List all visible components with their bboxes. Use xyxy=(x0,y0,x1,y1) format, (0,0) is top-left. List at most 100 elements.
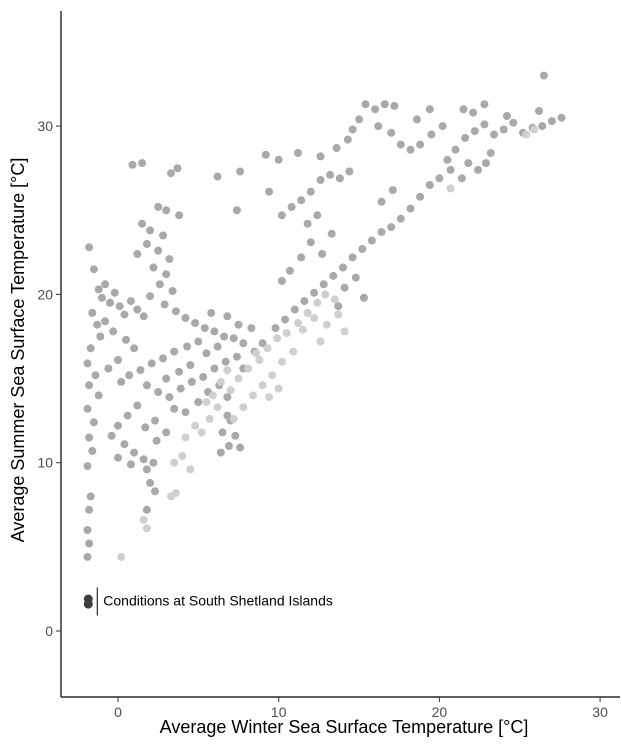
data-point xyxy=(202,398,211,407)
data-point xyxy=(142,239,151,248)
data-point xyxy=(149,458,158,467)
data-point xyxy=(160,300,169,309)
data-point xyxy=(149,263,158,272)
data-point xyxy=(451,145,460,154)
data-point xyxy=(154,202,163,211)
data-point xyxy=(213,342,222,351)
data-point xyxy=(130,448,139,457)
data-point xyxy=(136,366,145,375)
data-point xyxy=(327,229,336,238)
data-point xyxy=(162,206,171,215)
data-point xyxy=(446,184,455,193)
data-point xyxy=(139,515,148,524)
data-point xyxy=(142,505,151,514)
data-point xyxy=(396,214,405,223)
data-point xyxy=(199,372,208,381)
data-point xyxy=(459,105,468,114)
data-point xyxy=(265,187,274,196)
data-point xyxy=(236,443,245,452)
data-point xyxy=(104,364,113,373)
data-point xyxy=(274,155,283,164)
data-point xyxy=(236,167,245,176)
data-point xyxy=(229,414,238,423)
data-point xyxy=(142,465,151,474)
data-point xyxy=(106,298,114,307)
data-point xyxy=(316,152,325,161)
data-point xyxy=(470,127,479,136)
data-point xyxy=(297,196,306,205)
data-point xyxy=(110,288,119,297)
data-point xyxy=(117,552,126,561)
data-point xyxy=(281,315,290,324)
data-point xyxy=(310,288,319,297)
data-point xyxy=(261,150,270,159)
data-point xyxy=(152,436,161,445)
data-point xyxy=(101,317,110,326)
data-point xyxy=(294,319,302,327)
data-point xyxy=(128,160,137,169)
data-point xyxy=(94,391,103,400)
data-point xyxy=(139,312,148,321)
data-point xyxy=(271,324,280,333)
annotation-point xyxy=(83,594,93,604)
data-point xyxy=(162,270,171,279)
data-point xyxy=(194,337,203,346)
data-point xyxy=(435,174,444,183)
data-point xyxy=(147,359,156,368)
data-point xyxy=(306,238,315,247)
data-point xyxy=(186,465,195,474)
data-point xyxy=(530,125,539,134)
data-point xyxy=(390,101,399,110)
data-point xyxy=(200,324,209,333)
data-point xyxy=(371,105,380,114)
data-point xyxy=(187,377,196,386)
data-point xyxy=(181,408,190,417)
data-point xyxy=(318,250,327,258)
data-point xyxy=(358,245,367,253)
data-point xyxy=(502,112,511,120)
data-point xyxy=(446,165,455,174)
data-point xyxy=(197,428,206,437)
data-point xyxy=(202,349,211,358)
data-point xyxy=(218,428,227,437)
data-point xyxy=(480,120,489,129)
data-point xyxy=(173,164,182,173)
data-point xyxy=(274,384,283,393)
data-point xyxy=(290,305,299,314)
data-point xyxy=(255,356,264,364)
data-point xyxy=(191,421,200,430)
data-points xyxy=(83,71,566,561)
x-tick-label: 30 xyxy=(592,704,608,720)
data-point xyxy=(154,246,163,255)
data-point xyxy=(374,122,383,131)
data-point xyxy=(83,404,92,413)
axes xyxy=(60,11,620,698)
data-point xyxy=(186,361,195,370)
data-point xyxy=(330,295,339,304)
data-point xyxy=(252,349,261,358)
data-point xyxy=(234,374,243,383)
data-point xyxy=(406,204,415,213)
data-point xyxy=(146,226,155,235)
data-point xyxy=(91,371,100,380)
y-axis-ticks: 0 10 20 30 xyxy=(37,118,61,639)
y-tick-label: 10 xyxy=(37,455,53,471)
data-point xyxy=(377,228,386,237)
x-tick-label: 20 xyxy=(432,704,448,720)
y-tick-label: 30 xyxy=(37,118,53,134)
data-point xyxy=(339,263,347,272)
data-point xyxy=(226,386,235,395)
data-point xyxy=(117,377,126,386)
data-point xyxy=(88,308,97,317)
data-point xyxy=(282,329,291,338)
data-point xyxy=(303,219,312,228)
data-point xyxy=(332,144,341,152)
data-point xyxy=(170,347,179,356)
data-point xyxy=(547,117,556,126)
data-point xyxy=(343,135,352,144)
data-point xyxy=(482,159,490,168)
data-point xyxy=(123,411,132,420)
data-point xyxy=(406,145,415,154)
data-point xyxy=(334,302,343,311)
data-point xyxy=(223,411,232,420)
